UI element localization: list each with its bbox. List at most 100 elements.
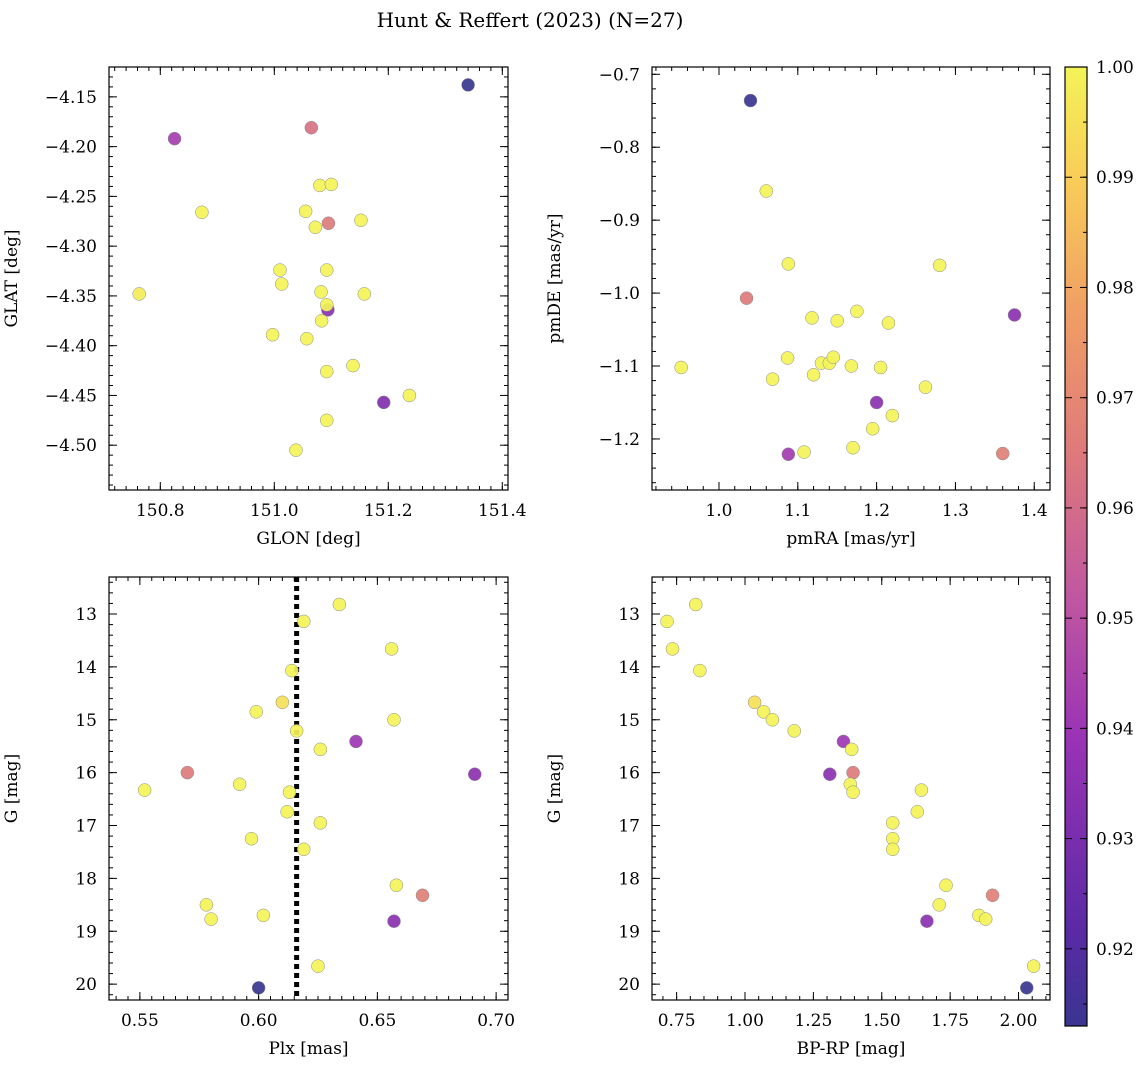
data-point <box>282 785 297 799</box>
data-point <box>743 93 758 108</box>
figure-title: Hunt & Reffert (2023) (N=27) <box>377 8 684 32</box>
x-tick-label: 0.60 <box>240 1011 278 1031</box>
y-tick-label: 17 <box>618 817 640 837</box>
data-point <box>660 614 674 629</box>
data-point <box>297 614 311 629</box>
x-tick-label: 1.25 <box>794 1011 832 1031</box>
data-point <box>384 642 399 656</box>
data-point <box>739 291 754 305</box>
data-point <box>995 446 1010 461</box>
data-point <box>461 78 475 92</box>
y-tick-label: −4.35 <box>45 287 97 307</box>
data-point <box>195 205 209 220</box>
data-point <box>256 908 271 923</box>
data-point <box>319 263 334 277</box>
data-point <box>357 287 372 301</box>
data-point <box>1007 308 1022 322</box>
colorbar-tick-label: 0.94 <box>1096 719 1134 739</box>
data-point <box>885 816 900 830</box>
data-point <box>319 298 334 312</box>
y-axis-label: G [mag] <box>2 754 22 823</box>
data-point <box>321 216 336 231</box>
x-tick-label: 151.0 <box>250 501 299 521</box>
y-tick-label: 14 <box>618 658 640 678</box>
data-point <box>314 314 329 328</box>
y-tick-label: −0.7 <box>599 65 640 85</box>
data-point <box>167 131 182 146</box>
y-tick-label: −1.1 <box>599 357 640 377</box>
data-point <box>313 816 328 830</box>
data-point <box>885 842 900 857</box>
data-point <box>199 898 214 912</box>
data-point <box>826 350 841 365</box>
y-tick-label: 13 <box>618 605 640 625</box>
y-tick-label: 19 <box>75 922 97 942</box>
colorbar-tick-label: 0.95 <box>1096 609 1134 629</box>
data-point <box>765 372 780 386</box>
data-point <box>910 805 925 819</box>
data-point <box>759 184 774 198</box>
data-point <box>304 120 319 135</box>
data-point <box>389 878 404 893</box>
data-point <box>1026 959 1041 973</box>
x-tick-label: 1.75 <box>931 1011 969 1031</box>
data-point <box>932 898 946 912</box>
data-point <box>865 421 880 436</box>
y-tick-label: 15 <box>75 711 97 731</box>
data-point <box>289 724 304 738</box>
y-tick-label: 16 <box>75 764 97 784</box>
data-point <box>137 783 152 797</box>
x-tick-label: 1.0 <box>705 501 732 521</box>
data-point <box>693 663 707 678</box>
axes-frame <box>651 66 1051 491</box>
data-point <box>985 888 1000 903</box>
data-point <box>311 959 325 973</box>
panel-2: 1.0 1.1 1.2 1.3 1.4 −1.2 −1.1 −1.0 −0.9 −0.8 −0.7 p… <box>545 65 1051 549</box>
data-point <box>314 285 328 299</box>
data-point <box>665 642 680 656</box>
data-point <box>273 263 287 277</box>
x-tick-label: 0.55 <box>121 1011 159 1031</box>
data-point <box>285 663 299 678</box>
data-point <box>319 413 334 428</box>
data-point <box>376 395 391 410</box>
colorbar-tick-label: 0.99 <box>1096 168 1134 188</box>
data-point <box>298 204 313 219</box>
data-point <box>844 742 859 757</box>
colorbar-gradient <box>1064 66 1088 1027</box>
data-point <box>297 842 311 857</box>
colorbar-tick-label: 1.00 <box>1096 58 1134 78</box>
data-point <box>846 440 860 455</box>
y-axis-label: GLAT [deg] <box>2 229 22 327</box>
data-point <box>932 258 947 273</box>
x-tick-label: 1.1 <box>784 501 811 521</box>
y-tick-label: 15 <box>618 711 640 731</box>
data-point <box>354 213 368 228</box>
data-point <box>346 358 360 373</box>
data-point <box>869 395 884 410</box>
y-tick-label: −4.25 <box>45 187 97 207</box>
data-point <box>836 734 851 749</box>
data-point <box>402 388 417 403</box>
data-point <box>308 220 323 234</box>
x-axis-label: BP-RP [mag] <box>797 1039 906 1059</box>
data-point <box>914 783 929 797</box>
data-point <box>885 408 900 423</box>
data-point <box>324 177 339 192</box>
y-tick-label: 18 <box>618 869 640 889</box>
y-tick-label: 19 <box>618 922 640 942</box>
data-point <box>265 327 280 342</box>
data-point <box>300 331 314 346</box>
colorbar-tick-label: 0.92 <box>1096 940 1134 960</box>
data-point <box>939 878 953 893</box>
x-tick-label: 151.4 <box>478 501 527 521</box>
data-point <box>674 360 688 375</box>
data-point <box>349 734 363 749</box>
x-tick-label: 0.65 <box>358 1011 396 1031</box>
data-point <box>1019 981 1034 995</box>
colorbar-tick-label: 0.96 <box>1096 499 1134 519</box>
panel-1: 150.8 151.0 151.2 151.4 −4.50 −4.45 −4.40 −4.35… <box>2 66 527 549</box>
y-tick-label: −4.45 <box>45 386 97 406</box>
data-point <box>830 314 844 328</box>
data-point <box>387 713 401 727</box>
